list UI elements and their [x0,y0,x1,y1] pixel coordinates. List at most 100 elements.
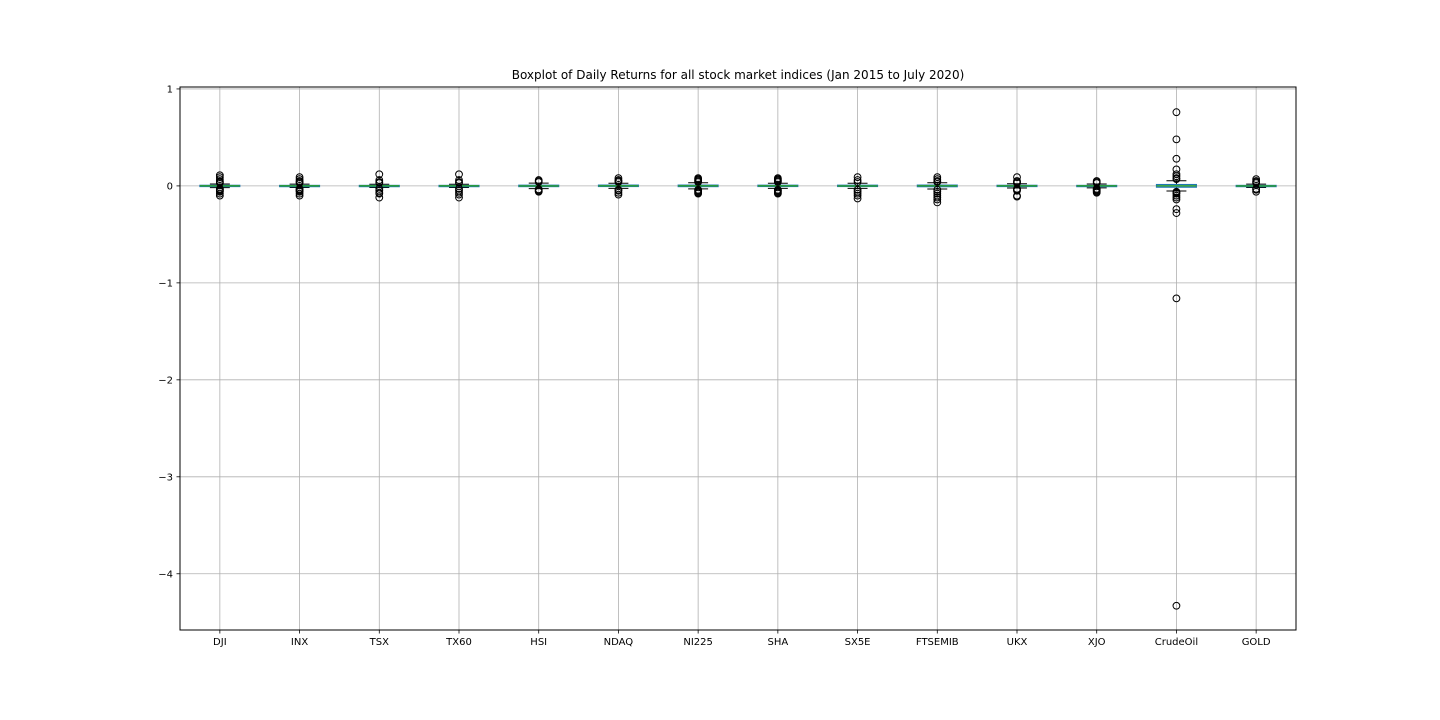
box-crudeoil [1155,108,1197,610]
box-gold [1235,175,1277,196]
outlier-point [375,176,384,184]
outlier-point [295,189,304,198]
x-tick-label: XJO [1088,637,1106,648]
outlier-point [614,178,623,186]
outlier-point [1172,135,1181,144]
outlier-point [1172,209,1181,217]
outlier-point [455,170,463,179]
outlier-point [295,173,304,182]
outlier-point [1172,108,1181,117]
outlier-point [853,173,862,182]
outlier-point [853,194,862,203]
x-tick-label: NI225 [683,637,713,648]
x-tick-label: GOLD [1242,637,1271,648]
outlier-point [694,178,703,186]
outlier-point [375,179,384,187]
box-sx5e [837,173,879,203]
outlier-point [933,195,942,204]
outlier-point [933,173,942,182]
outlier-point [1172,205,1181,214]
outlier-point [1172,294,1181,303]
outlier-point [215,191,224,200]
box-ftsemib [916,173,958,207]
x-tick-label: CrudeOil [1155,637,1198,648]
outlier-point [1172,154,1181,163]
outlier-point [1092,188,1101,197]
y-tick-label: 0 [167,181,173,192]
outlier-point [295,191,304,200]
outlier-point [215,187,224,196]
outlier-point [614,190,623,199]
outlier-point [295,175,304,184]
outlier-point [1172,172,1181,181]
outlier-point [295,187,304,196]
outlier-point [933,187,942,196]
outlier-point [1252,187,1261,196]
outlier-point [1013,186,1021,195]
outlier-point [215,175,224,184]
box-sha [757,174,799,198]
outlier-point [773,189,782,198]
x-tick-label: UKX [1007,637,1028,648]
outlier-point [1172,195,1181,204]
y-tick-label: −2 [158,375,173,386]
x-tick-label: HSI [530,637,547,648]
chart-title: Boxplot of Daily Returns for all stock m… [512,68,965,82]
y-tick-label: 1 [167,84,173,95]
outlier-point [215,173,224,182]
outlier-point [375,193,384,202]
outlier-point [1013,173,1021,182]
outlier-point [1172,170,1181,179]
outlier-point [933,175,942,184]
outlier-point [773,178,782,186]
outlier-point [853,176,862,184]
x-tick-label: TX60 [445,637,472,648]
outlier-point [375,189,384,198]
outlier-point [455,188,463,197]
outlier-point [933,189,942,198]
outlier-point [1252,175,1261,184]
axis-ticks: 1 0 −1 −2 −3 −4 DJI INX TSX TX60 HSI NDAQ NI225 SHA SX… [158,84,1271,648]
outlier-point [1172,191,1181,200]
box-dji [199,171,241,200]
box-ndaq [597,174,639,199]
outlier-point [455,176,463,184]
outlier-point [1172,175,1181,184]
x-tick-label: INX [291,637,308,648]
plot-frame [179,86,1297,631]
outlier-point [614,174,623,183]
outlier-point [933,185,942,194]
outlier-point [215,189,224,198]
x-tick-label: SHA [767,637,788,648]
box-xjo [1076,177,1118,197]
outlier-point [534,187,543,196]
outlier-point [614,188,623,197]
box-ukx [996,173,1038,201]
outlier-point [455,184,463,193]
outlier-point [853,189,862,198]
x-tick-label: FTSEMIB [916,637,959,648]
outlier-point [375,184,384,193]
x-tick-label: DJI [213,637,227,648]
outlier-point [455,193,463,202]
outlier-point [933,178,942,186]
outlier-point [853,191,862,200]
outlier-point [455,190,463,199]
box-tsx [358,170,400,202]
outlier-point [853,185,862,194]
outlier-point [853,178,862,186]
outlier-point [933,193,942,202]
outlier-point [933,198,942,207]
box-inx [279,173,321,200]
x-tick-label: NDAQ [604,637,634,648]
outlier-point [375,170,384,179]
x-tick-label: SX5E [845,637,871,648]
y-tick-label: −4 [158,569,173,580]
box-ni225 [677,174,719,198]
x-tick-label: TSX [369,637,389,648]
outlier-point [455,179,463,187]
outlier-point [1172,601,1181,610]
y-tick-label: −1 [158,278,173,289]
